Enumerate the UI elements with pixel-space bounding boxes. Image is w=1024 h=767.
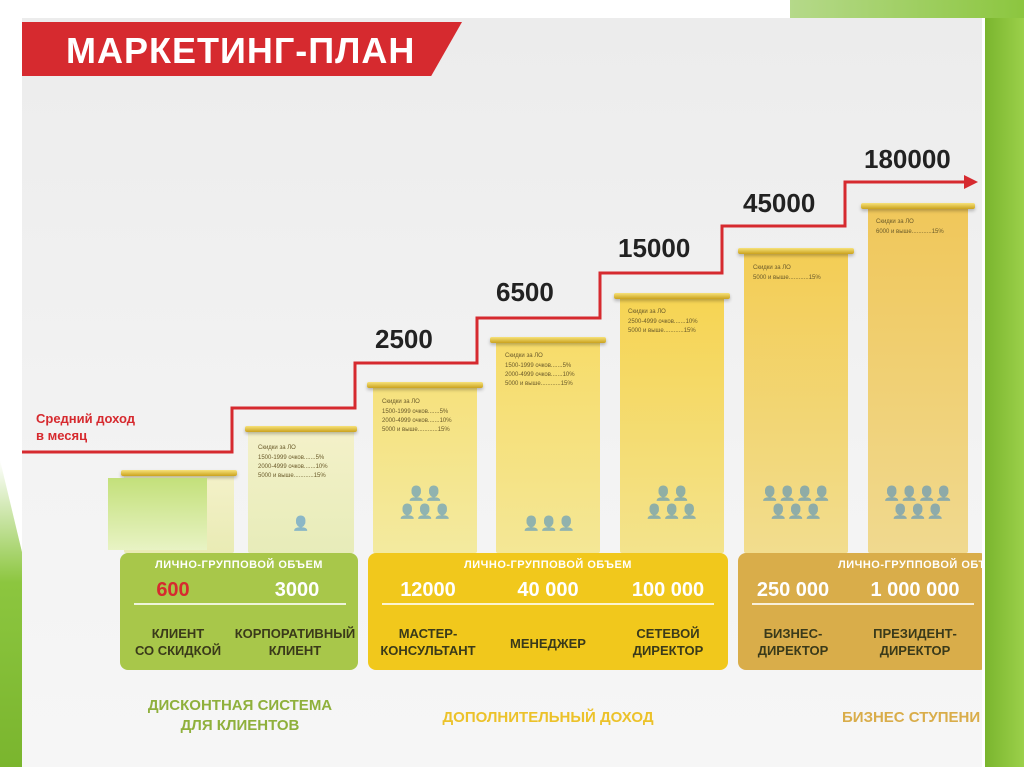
income-value-180000: 180000 [864,144,951,174]
discount-header: Скидки за ЛО [628,309,666,315]
column-corporate-client [248,430,354,553]
discount-header: Скидки за ЛО [876,219,914,225]
rank-label: МЕНЕДЖЕР [510,636,586,651]
left-green-decoration [0,460,22,767]
income-value-6500: 6500 [496,277,554,307]
column-cap [121,470,237,476]
volume-band-additional-income: ЛИЧНО-ГРУППОВОЙ ОБЪЕМ 12000 40 000 100 0… [368,553,728,670]
top-green-decoration [790,0,1024,18]
income-value-45000: 45000 [743,188,816,218]
volume-band-title: ЛИЧНО-ГРУППОВОЙ ОБЪЕМ [464,559,632,571]
volume-band-business: ЛИЧНО-ГРУППОВОЙ ОБЪ 250 000 1 000 000 БИ… [738,553,982,670]
band-divider [382,603,714,605]
volume-band-discount: ЛИЧНО-ГРУППОВОЙ ОБЪЕМ 600 3000 КЛИЕНТ СО… [120,553,358,670]
people-icon: 👤👤👤👤 👤👤👤 [883,485,953,519]
discount-header: Скидки за ЛО [382,399,420,405]
people-icon: 👤👤 👤👤👤 [645,485,699,519]
income-value-2500: 2500 [375,324,433,354]
people-icon: 👤 [292,515,310,531]
column-business-director [744,252,848,553]
volume-band-title: ЛИЧНО-ГРУППОВОЙ ОБЪЕМ [155,559,323,571]
caption-additional-income: ДОПОЛНИТЕЛЬНЫЙ ДОХОД [442,709,654,726]
discount-text: 1500-1999 очков.......5% 2000-4999 очков… [382,409,452,433]
volume-value: 12000 [400,579,456,601]
rank-label: СЕТЕВОЙ ДИРЕКТОР [632,626,704,658]
rank-label: КОРПОРАТИВНЫЙ КЛИЕНТ [234,626,356,658]
rank-label: КЛИЕНТ СО СКИДКОЙ [134,626,222,658]
discount-header: Скидки за ЛО [753,265,791,271]
discount-text: 5000 и выше............15% [753,275,821,281]
caption-business-steps: БИЗНЕС СТУПЕНИ [842,709,981,726]
volume-value: 100 000 [631,579,705,601]
column-president-director [868,207,968,553]
income-staircase-line [22,180,964,454]
discount-text: 1500-1999 очков.......5% 2000-4999 очков… [505,363,575,387]
volume-value: 1 000 000 [870,579,960,601]
page-title: МАРКЕТИНГ-ПЛАН [66,30,416,71]
caption-discount-system: ДИСКОНТНАЯ СИСТЕМА ДЛЯ КЛИЕНТОВ [147,697,333,734]
column-cap [861,203,975,209]
band-divider [752,603,974,605]
discount-header: Скидки за ЛО [258,445,296,451]
column-network-director [620,297,724,553]
green-overlay-box [108,478,207,550]
column-manager [496,341,600,553]
column-cap [738,248,854,254]
discount-text: 6000 и выше............15% [876,229,944,235]
column-cap [367,382,483,388]
rank-label: МАСТЕР- КОНСУЛЬТАНТ [380,626,476,658]
discount-text: 1500-1999 очков.......5% 2000-4999 очков… [258,455,328,479]
income-staircase [22,175,978,454]
column-master-consultant [373,386,477,553]
title-banner: МАРКЕТИНГ-ПЛАН [22,22,462,76]
people-icon: 👤👤👤 [522,515,576,531]
volume-value: 250 000 [756,579,830,601]
right-green-decoration [985,0,1024,767]
column-cap [614,293,730,299]
discount-text: 2500-4999 очков.......10% 5000 и выше...… [628,319,698,334]
rank-label: ПРЕЗИДЕНТ- ДИРЕКТОР [873,626,957,658]
income-value-15000: 15000 [618,233,691,263]
volume-value: 600 [156,579,190,601]
people-icon: 👤👤👤👤 👤👤👤 [761,485,831,519]
band-divider [134,603,346,605]
column-cap [490,337,606,343]
column-cap [245,426,357,432]
rank-label: БИЗНЕС- ДИРЕКТОР [757,626,829,658]
arrow-head-icon [964,175,978,189]
people-icon: 👤👤 👤👤👤 [398,485,452,519]
discount-header: Скидки за ЛО [505,353,543,359]
marketing-plan-slide: МАРКЕТИНГ-ПЛАН Средний доход в месяц 250… [22,18,982,767]
volume-band-title: ЛИЧНО-ГРУППОВОЙ ОБЪ [838,559,982,571]
volume-value: 40 000 [517,579,579,601]
income-label: Средний доход в месяц [36,411,136,443]
volume-value: 3000 [274,579,320,601]
